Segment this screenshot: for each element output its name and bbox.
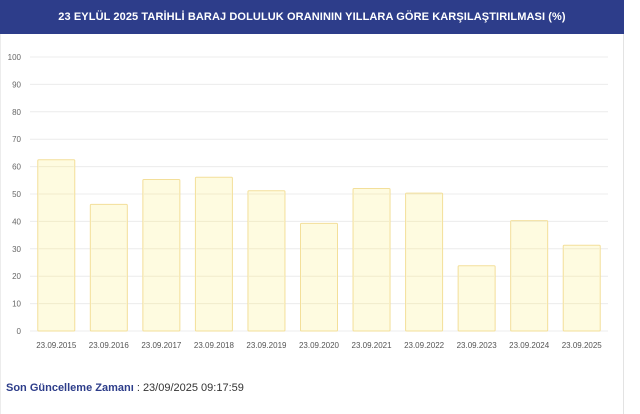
x-tick-label: 23.09.2019 <box>246 341 287 350</box>
x-tick-label: 23.09.2016 <box>89 341 130 350</box>
last-update-value: 23/09/2025 09:17:59 <box>142 382 244 394</box>
x-tick-label: 23.09.2021 <box>352 341 393 350</box>
y-tick-label: 50 <box>12 190 21 199</box>
x-tick-label: 23.09.2025 <box>562 341 603 350</box>
bar <box>352 188 391 332</box>
y-tick-label: 60 <box>12 163 21 172</box>
chart-title: 23 EYLÜL 2025 TARİHLİ BARAJ DOLULUK ORAN… <box>0 0 624 34</box>
bar <box>37 159 76 332</box>
y-tick-label: 40 <box>12 217 21 226</box>
last-update-label: Son Güncelleme Zamanı <box>6 382 134 394</box>
bar-chart: 0 10 20 30 40 50 60 70 80 90 100 23.09.2015 23.09.20… <box>8 53 608 350</box>
bar <box>247 190 286 332</box>
y-tick-label: 80 <box>12 108 21 117</box>
x-tick-label: 23.09.2022 <box>404 341 445 350</box>
x-tick-label: 23.09.2024 <box>509 341 550 350</box>
last-update-separator: : <box>133 382 143 394</box>
x-tick-label: 23.09.2018 <box>194 341 235 350</box>
y-tick-label: 90 <box>12 80 21 89</box>
x-tick-label: 23.09.2017 <box>141 341 182 350</box>
y-tick-label: 0 <box>17 327 22 336</box>
last-update: Son Güncelleme Zamanı : 23/09/2025 09:17… <box>6 382 244 394</box>
y-tick-label: 30 <box>12 245 21 254</box>
bar <box>142 178 181 332</box>
bar <box>194 176 233 332</box>
x-tick-label: 23.09.2020 <box>299 341 340 350</box>
x-tick-label: 23.09.2015 <box>36 341 77 350</box>
x-tick-label: 23.09.2023 <box>457 341 498 350</box>
y-tick-label: 20 <box>12 272 21 281</box>
bar <box>405 192 444 332</box>
bar <box>89 203 128 332</box>
bar <box>300 222 338 332</box>
y-tick-label: 70 <box>12 135 21 144</box>
chart-card <box>0 34 624 414</box>
bar <box>457 265 496 332</box>
y-tick-label: 100 <box>8 53 22 62</box>
bar <box>562 244 601 332</box>
y-tick-label: 10 <box>12 300 21 309</box>
